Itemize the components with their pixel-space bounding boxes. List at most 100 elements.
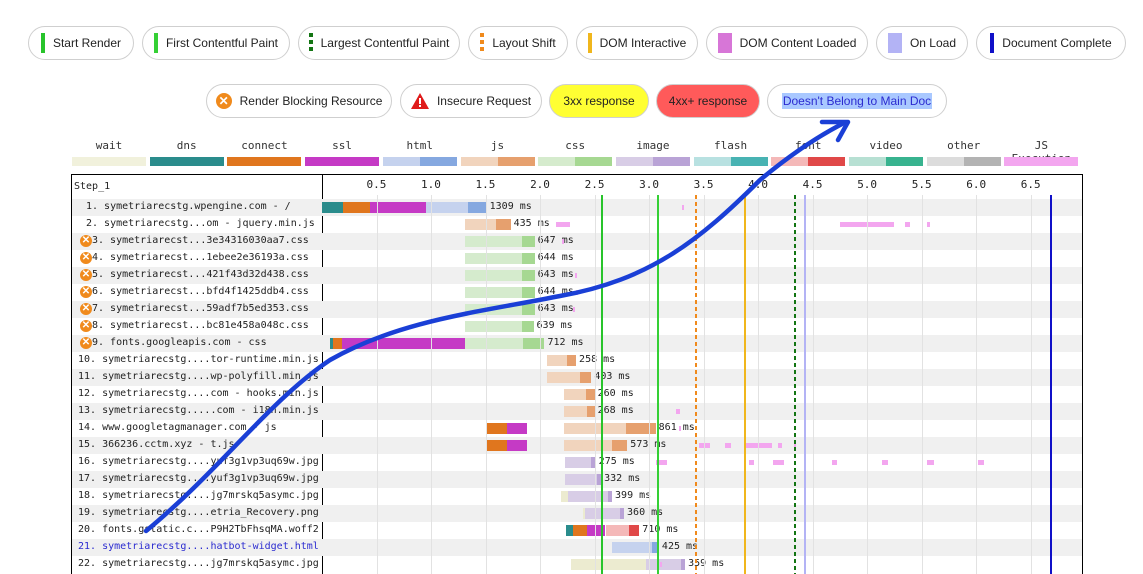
duration-label: 712 ms [547,337,584,348]
type-legend-swatch [926,157,1001,166]
request-label[interactable]: 7. symetriarecst...59adf7b5ed353.css [92,303,309,314]
grid-line [431,195,433,574]
start-render-line [601,195,604,574]
legend-label: Doesn't Belong to Main Doc [781,93,933,109]
grid-line [649,195,651,574]
request-label[interactable]: 15. 366236.cctm.xyz - t.js [78,439,235,450]
js-execution-mark [882,460,888,465]
table-row[interactable]: 11. symetriarecstg....wp-polyfill.min.js… [72,369,1082,386]
duration-label: 644 ms [537,286,574,297]
request-label[interactable]: 11. symetriarecstg....wp-polyfill.min.js [78,371,319,382]
request-label[interactable]: 8. symetriarecst...bc81e458a048c.css [92,320,309,331]
request-label[interactable]: 16. symetriarecstg....yuf3g1vp3uq69w.jpg [78,456,319,467]
request-label[interactable]: 17. symetriarecstg....yuf3g1vp3uq69w.jpg [78,473,319,484]
type-legend-label: css [565,139,586,152]
type-legend-swatch [227,157,302,166]
request-label[interactable]: 2. symetriarecstg...om - jquery.min.js [86,218,315,229]
table-row[interactable]: 14. www.googletagmanager.com - js 861 ms [72,420,1082,437]
request-label[interactable]: 19. symetriarecstg....etria_Recovery.png [78,507,319,518]
connect-segment [486,440,507,451]
axis-tick-label: 2.0 [530,178,550,191]
legend-label: DOM Content Loaded [739,36,857,50]
fcp-line [656,195,659,574]
js-execution-mark [777,443,783,448]
legend-first-contentful-paint: First Contentful Paint [142,26,290,60]
wait-segment [570,559,646,570]
grid-line [594,195,596,574]
type-legend-swatch [538,157,613,166]
ttfb-segment [464,270,522,281]
render-blocking-icon: ✕ [80,269,92,281]
type-legend-label: image [636,139,670,152]
table-row[interactable]: 20. fonts.gstatic.c...P9H2TbFhsqMA.woff2… [72,522,1082,539]
grid-line [376,195,378,574]
grid-line [1030,195,1032,574]
dom-interactive-line [743,195,746,574]
grid-line [976,195,978,574]
ttfb-segment [565,457,592,468]
table-row[interactable]: 15. 366236.cctm.xyz - t.js 573 ms [72,437,1082,454]
ttfb-segment [464,219,497,230]
request-label[interactable]: 10. symetriarecstg....tor-runtime.min.js [78,354,319,365]
table-row[interactable]: 18. symetriarecstg....jg7mrskq5asymc.jpg… [72,488,1082,505]
request-label[interactable]: 9. fonts.googleapis.com - css [92,337,267,348]
legend-dom-content-loaded: DOM Content Loaded [706,26,868,60]
table-row[interactable]: 12. symetriarecstg....com - hooks.min.js… [72,386,1082,403]
request-label[interactable]: 12. symetriarecstg....com - hooks.min.js [78,388,319,399]
legend-label: First Contentful Paint [165,36,279,50]
table-row[interactable]: 10. symetriarecstg....tor-runtime.min.js… [72,352,1082,369]
request-label[interactable]: 14. www.googletagmanager.com - js [78,422,277,433]
layout-shift-swatch [480,33,485,53]
download-segment [680,559,686,570]
table-row[interactable]: ✕ 9. fonts.googleapis.com - css 712 ms [72,335,1082,352]
table-row[interactable]: 1. symetriarecstg.wpengine.com - / 1309 m… [72,199,1082,216]
request-label[interactable]: 13. symetriarecstg.....com - i18n.min.js [78,405,319,416]
table-row[interactable]: 19. symetriarecstg....etria_Recovery.png… [72,505,1082,522]
download-segment [586,406,595,417]
type-legend-label: dns [176,139,197,152]
request-label[interactable]: 5. symetriarecst...421f43d32d438.css [92,269,309,280]
legend-3xx: 3xx response [549,84,649,118]
duration-label: 359 ms [688,558,725,569]
grid-line [867,195,869,574]
table-row[interactable]: ✕ 8. symetriarecst...bc81e458a048c.css 639… [72,318,1082,335]
connect-segment [342,202,370,213]
render-blocking-icon: ✕ [80,286,92,298]
request-label[interactable]: 22. symetriarecstg....jg7mrskq5asymc.jpg [78,558,319,569]
table-row[interactable]: ✕ 7. symetriarecst...59adf7b5ed353.css 643… [72,301,1082,318]
table-row[interactable]: ✕ 5. symetriarecst...421f43d32d438.css 643… [72,267,1082,284]
table-row[interactable]: 13. symetriarecstg.....com - i18n.min.js… [72,403,1082,420]
dom-content-loaded-swatch [717,33,732,53]
request-label[interactable]: 3. symetriarecst...3e34316030aa7.css [92,235,309,246]
request-label[interactable]: 18. symetriarecstg....jg7mrskq5asymc.jpg [78,490,319,501]
js-execution-mark [978,460,984,465]
ssl-segment [369,202,426,213]
js-execution-mark [676,409,680,414]
type-legend-label: other [947,139,981,152]
table-row[interactable]: ✕ 3. symetriarecst...3e34316030aa7.css 647… [72,233,1082,250]
table-row[interactable]: 22. symetriarecstg....jg7mrskq5asymc.jpg… [72,556,1082,573]
render-blocking-icon: ✕ [80,252,92,264]
table-row[interactable]: ✕ 4. symetriarecst...1ebee2e36193a.css 644… [72,250,1082,267]
request-label[interactable]: 1. symetriarecstg.wpengine.com - / [86,201,291,212]
table-row[interactable]: 17. symetriarecstg....yuf3g1vp3uq69w.jpg… [72,471,1082,488]
table-row[interactable]: 21. symetriarecstg....hatbot-widget.html… [72,539,1082,556]
js-execution-mark [832,460,837,465]
type-legend-swatch [849,157,923,166]
connect-segment [486,423,507,434]
js-execution-mark [773,460,785,465]
request-label[interactable]: 20. fonts.gstatic.c...P9H2TbFhsqMA.woff2 [78,524,319,535]
request-label[interactable]: 4. symetriarecst...1ebee2e36193a.css [92,252,309,263]
table-row[interactable]: 2. symetriarecstg...om - jquery.min.js 43… [72,216,1082,233]
request-label[interactable]: 21. symetriarecstg....hatbot-widget.html [78,541,319,552]
fcp-swatch [153,33,158,53]
ttfb-segment [605,525,630,536]
legend-label: Render Blocking Resource [239,94,383,108]
download-segment [521,287,535,298]
request-label[interactable]: 6. symetriarecst...bfd4f1425ddb4.css [92,286,309,297]
duration-label: 332 ms [604,473,641,484]
download-segment [521,253,535,264]
layout-shift-line [694,195,697,574]
grid-line [703,195,705,574]
legend-label: Start Render [52,36,122,50]
